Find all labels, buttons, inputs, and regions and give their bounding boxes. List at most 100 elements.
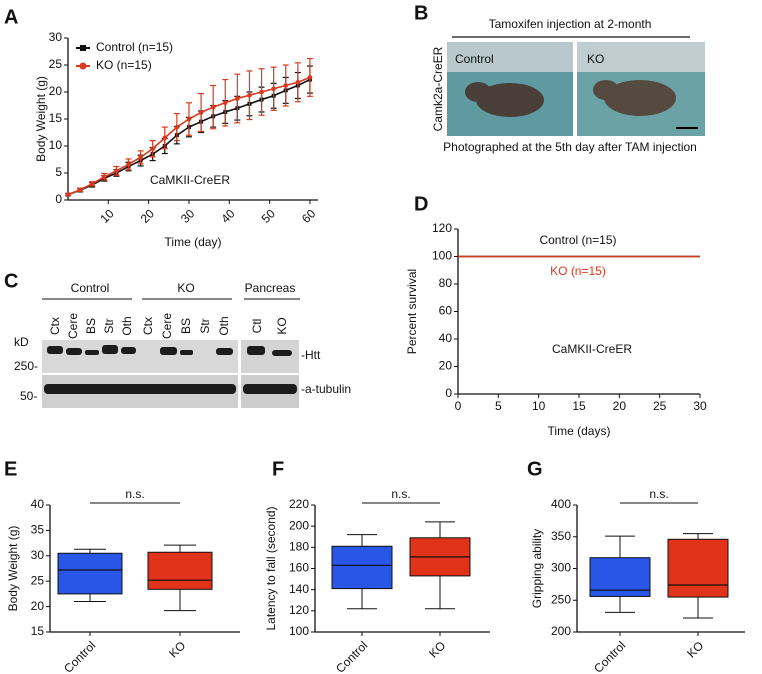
blot-panel: C Control KO Pancreas Ctx Cere BS Str Ot… (4, 270, 351, 408)
photo-caption: Photographed at the 5th day after TAM in… (443, 140, 697, 154)
point (295, 79, 301, 85)
legend-marker (79, 62, 87, 70)
y-tick-label: 120 (432, 221, 452, 235)
y-tick-label: 120 (289, 603, 309, 617)
marker-label: 50- (20, 389, 37, 403)
y-tick-label: 0 (445, 386, 452, 400)
y-tick-label: 160 (289, 561, 309, 575)
x-tick-label: 40 (218, 206, 238, 226)
x-axis-label: Time (day) (165, 235, 222, 249)
point (126, 162, 131, 167)
lane-label: Ctx (141, 317, 155, 335)
photo-title: Tamoxifen injection at 2-month (489, 17, 652, 31)
y-tick-label: 300 (551, 561, 571, 575)
x-tick-label: KO (166, 638, 188, 660)
y-axis-label: Body Weight (g) (34, 76, 48, 162)
point (114, 168, 119, 174)
lane-label: Oth (120, 316, 134, 335)
series-label: KO (n=15) (550, 264, 606, 278)
group-label: Control (71, 281, 110, 295)
y-tick-label: 100 (432, 249, 452, 263)
point (271, 86, 276, 92)
panel-label: D (414, 193, 428, 215)
x-tick-label: KO (684, 638, 706, 660)
box (147, 551, 213, 590)
x-tick-label: KO (426, 638, 448, 660)
photo-label: Control (455, 52, 494, 66)
point (77, 187, 83, 193)
x-tick-label: 60 (299, 206, 319, 226)
y-tick-label: 400 (551, 497, 571, 511)
y-tick-label: 40 (439, 331, 453, 345)
panel-label: E (4, 458, 17, 480)
x-tick-label: 25 (653, 399, 667, 413)
y-tick-label: 0 (55, 192, 62, 206)
panel-label: A (4, 6, 18, 28)
x-tick-label: 20 (613, 399, 627, 413)
y-tick-label: 20 (439, 359, 453, 373)
panel-label: F (272, 458, 284, 480)
point (89, 181, 95, 187)
y-axis-label: Percent survival (405, 269, 419, 354)
y-tick-label: 10 (49, 138, 63, 152)
lane-label: Ctx (48, 317, 62, 335)
y-axis-label: Body Weight (g) (6, 526, 20, 612)
point (235, 96, 240, 101)
annotation: n.s. (125, 487, 144, 501)
box (331, 545, 393, 590)
lane-label: BS (179, 318, 193, 334)
lane-label: Str (102, 318, 116, 333)
y-tick-label: 140 (289, 582, 309, 596)
photo-background (447, 42, 573, 72)
photo-background (577, 42, 705, 72)
y-tick-label: 80 (439, 276, 453, 290)
y-tick-label: 200 (289, 518, 309, 532)
blot-strip (42, 340, 238, 373)
lane-label: Oth (217, 316, 231, 335)
point (198, 110, 204, 115)
group-label: Pancreas (245, 281, 296, 295)
x-tick-label: 30 (178, 206, 198, 226)
legend-marker (80, 45, 86, 51)
point (101, 174, 107, 180)
band-label: -Htt (301, 348, 321, 362)
y-axis-label: Latency to fall (second) (264, 506, 278, 630)
y-tick-label: 15 (31, 624, 45, 638)
x-tick-label: 10 (97, 206, 117, 226)
y-tick-label: 60 (439, 304, 453, 318)
y-tick-label: 25 (31, 573, 45, 587)
y-tick-label: 40 (31, 497, 45, 511)
mouse (476, 83, 544, 117)
y-tick-label: 30 (31, 548, 45, 562)
point (283, 83, 289, 88)
band-label: -a-tubulin (301, 382, 351, 396)
y-axis-label: Gripping ability (530, 529, 544, 608)
x-tick-label: 20 (138, 206, 158, 226)
panel-label: C (4, 270, 18, 292)
x-tick-label: 15 (572, 399, 586, 413)
legend-label: Control (n=15) (96, 40, 173, 54)
photo-label: KO (587, 52, 604, 66)
annotation: CaMKII-CreER (552, 342, 632, 356)
blot-bands (44, 345, 297, 394)
lane-label: Cere (66, 313, 80, 339)
y-tick-label: 100 (289, 624, 309, 638)
y-tick-label: 220 (289, 497, 309, 511)
x-tick-label: Control (591, 638, 628, 674)
y-tick-label: 25 (49, 57, 63, 71)
y-tick-label: 35 (31, 523, 45, 537)
point (259, 89, 264, 95)
point (162, 135, 168, 141)
panel-label: G (527, 458, 543, 480)
legend-label: KO (n=15) (96, 58, 152, 72)
y-tick-label: 15 (49, 111, 63, 125)
lane-label: BS (84, 318, 98, 334)
point (65, 192, 71, 197)
point (247, 92, 252, 98)
mouse (465, 82, 491, 102)
y-tick-label: 350 (551, 529, 571, 543)
blot-strip (241, 340, 299, 373)
box (57, 552, 123, 595)
point (210, 104, 216, 110)
